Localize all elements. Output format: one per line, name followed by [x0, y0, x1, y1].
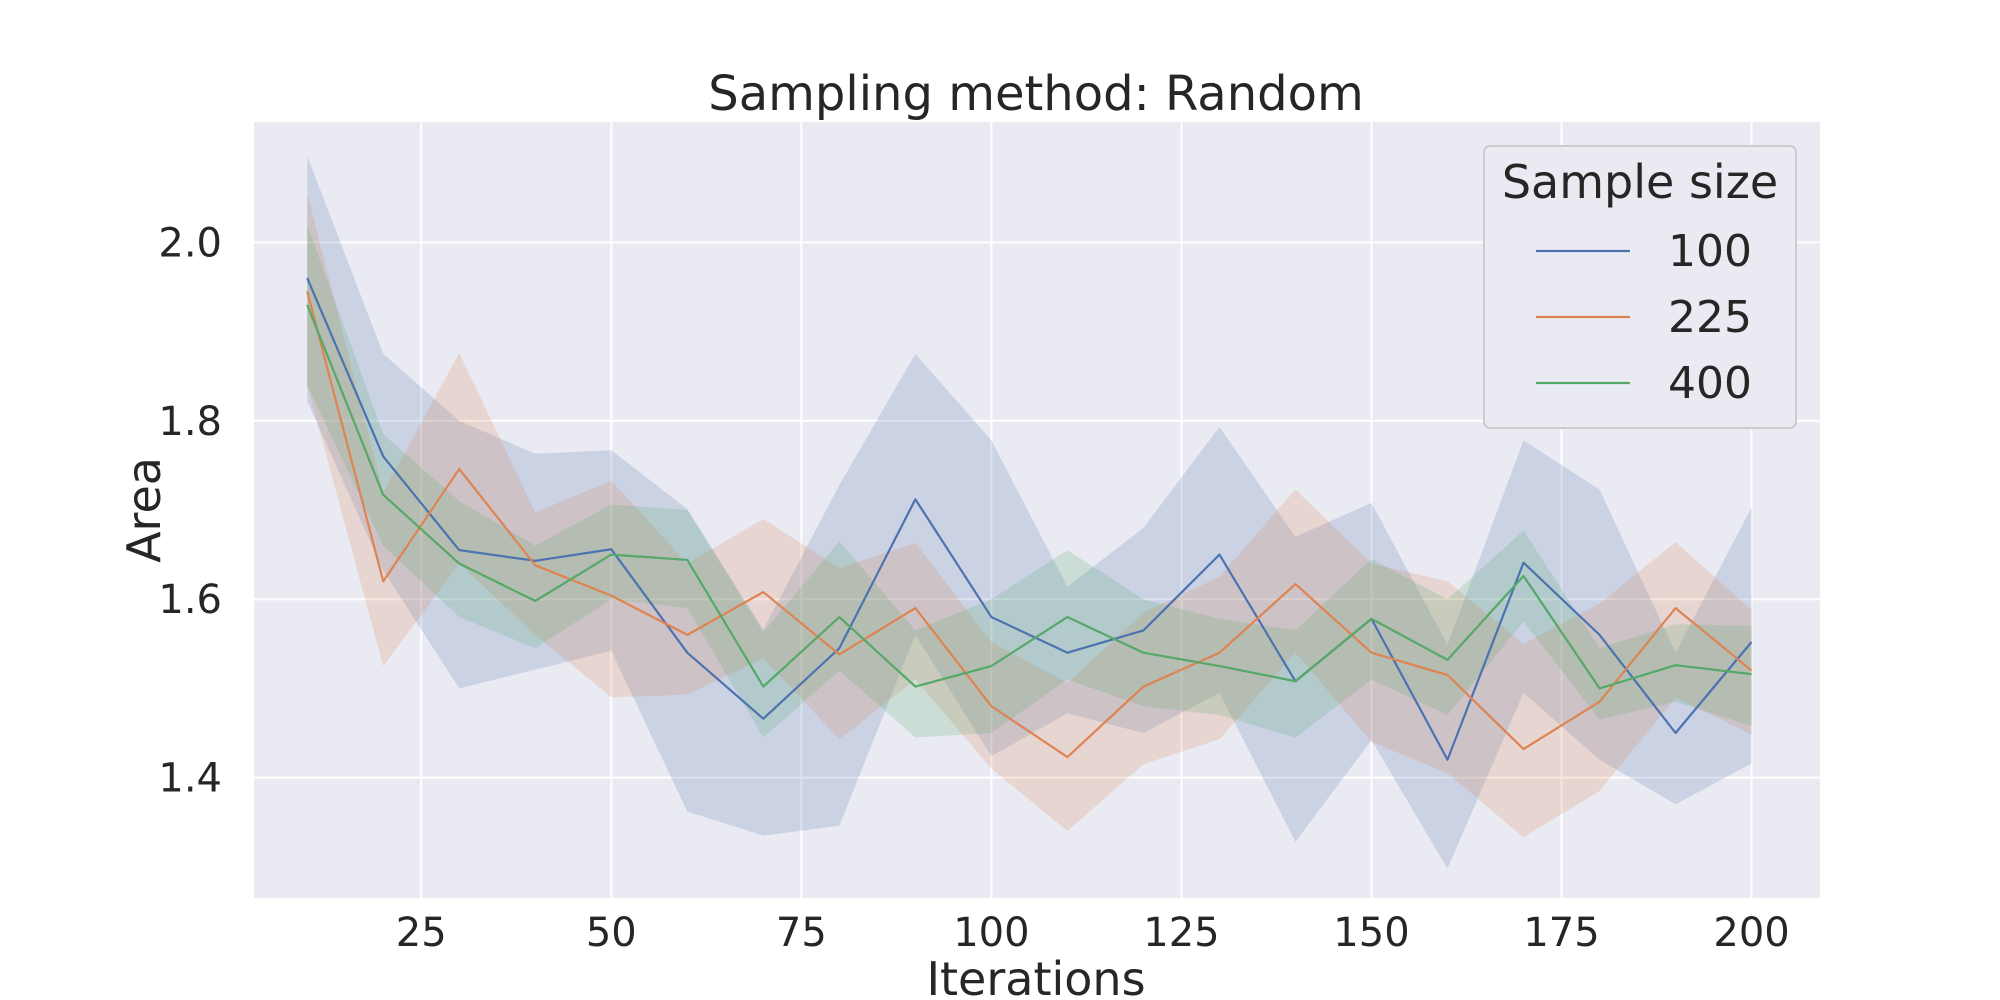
legend-label: 100	[1668, 226, 1752, 277]
y-tick-label: 2.0	[158, 220, 222, 266]
tick-labels: 25 50 75 100 125 150 175 200 1.4 1.6 1.8 2.0	[158, 220, 1789, 956]
legend-item-100: 100	[1536, 226, 1752, 277]
x-tick-label: 175	[1523, 910, 1599, 956]
series-line-225	[306, 291, 1753, 759]
chart-title: Sampling method: Random	[708, 66, 1363, 122]
legend-item-400: 400	[1536, 358, 1752, 409]
series-line-400	[306, 304, 1752, 690]
x-tick-label: 25	[396, 910, 447, 956]
legend-label: 225	[1668, 292, 1752, 343]
x-tick-label: 100	[953, 910, 1029, 956]
y-tick-label: 1.6	[158, 577, 222, 623]
legend-label: 400	[1668, 358, 1752, 409]
x-tick-label: 150	[1333, 910, 1409, 956]
x-tick-label: 75	[776, 910, 827, 956]
y-tick-label: 1.4	[158, 756, 222, 802]
legend-title: Sample size	[1502, 155, 1778, 209]
series-line-100	[306, 277, 1753, 761]
confidence-bands	[307, 155, 1752, 869]
y-axis-label: Area	[117, 457, 171, 563]
ci-band-225	[307, 193, 1752, 838]
x-tick-label: 200	[1713, 910, 1789, 956]
ci-band-400	[307, 224, 1752, 738]
x-tick-label: 125	[1143, 910, 1219, 956]
legend: Sample size 100 225 400	[1483, 145, 1797, 429]
legend-box	[1483, 145, 1797, 429]
ci-band-100	[307, 155, 1752, 869]
legend-item-225: 225	[1536, 292, 1752, 343]
x-tick-label: 50	[586, 910, 637, 956]
series-lines	[306, 277, 1753, 761]
y-tick-label: 1.8	[158, 399, 222, 445]
x-axis-label: Iterations	[926, 952, 1145, 1000]
